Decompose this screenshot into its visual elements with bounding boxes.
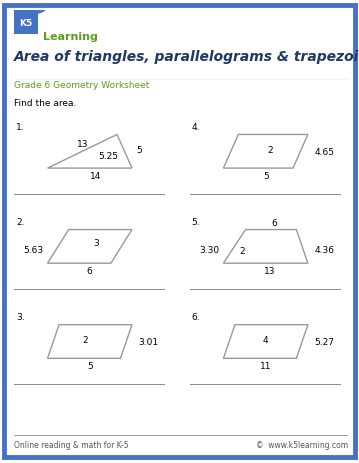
Text: 3.01: 3.01 bbox=[139, 337, 159, 346]
Text: 5: 5 bbox=[136, 146, 142, 155]
Text: 2: 2 bbox=[239, 246, 245, 256]
Text: 4.65: 4.65 bbox=[314, 147, 335, 156]
Text: 1.: 1. bbox=[16, 122, 24, 131]
Text: 3: 3 bbox=[94, 238, 99, 247]
Text: 6: 6 bbox=[87, 267, 93, 275]
Text: K5: K5 bbox=[20, 19, 33, 28]
Text: 3.: 3. bbox=[16, 312, 24, 321]
Text: 4: 4 bbox=[263, 336, 269, 344]
Text: 5.63: 5.63 bbox=[23, 245, 43, 254]
Circle shape bbox=[7, 2, 46, 16]
Text: 4.36: 4.36 bbox=[314, 245, 335, 254]
Text: 5.27: 5.27 bbox=[314, 337, 335, 346]
Text: 2: 2 bbox=[267, 146, 273, 155]
Text: 6: 6 bbox=[271, 218, 277, 227]
Bar bbox=[14, 12, 38, 35]
Text: 5: 5 bbox=[87, 362, 93, 370]
Text: 5.: 5. bbox=[192, 217, 200, 226]
Text: 2: 2 bbox=[83, 336, 88, 344]
Text: Learning: Learning bbox=[43, 32, 98, 42]
Text: 14: 14 bbox=[90, 172, 101, 181]
Text: ©  www.k5learning.com: © www.k5learning.com bbox=[256, 440, 348, 449]
Text: Grade 6 Geometry Worksheet: Grade 6 Geometry Worksheet bbox=[14, 81, 150, 90]
Text: 3.30: 3.30 bbox=[199, 245, 219, 254]
Text: 13: 13 bbox=[77, 140, 89, 149]
Text: 13: 13 bbox=[264, 267, 276, 275]
Text: 2.: 2. bbox=[16, 217, 24, 226]
Text: Area of triangles, parallelograms & trapezoids: Area of triangles, parallelograms & trap… bbox=[14, 50, 359, 63]
Text: Online reading & math for K-5: Online reading & math for K-5 bbox=[14, 440, 129, 449]
Text: 11: 11 bbox=[260, 362, 271, 370]
Text: Find the area.: Find the area. bbox=[14, 99, 77, 107]
Text: 6.: 6. bbox=[192, 312, 200, 321]
Text: 4.: 4. bbox=[192, 122, 200, 131]
Text: 5: 5 bbox=[263, 172, 269, 181]
Text: 5.25: 5.25 bbox=[98, 151, 118, 161]
